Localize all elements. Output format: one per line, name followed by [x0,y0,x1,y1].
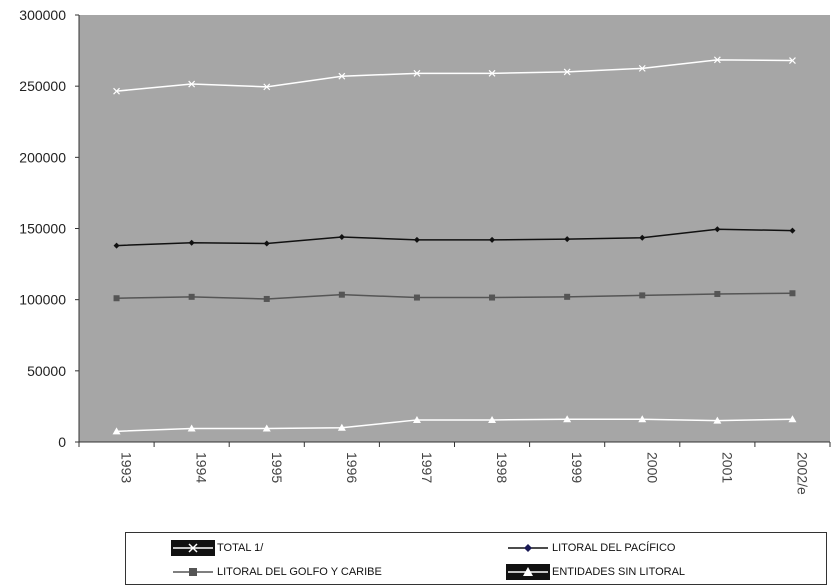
data-point [413,69,421,77]
series-3 [112,415,797,435]
data-point [263,83,271,91]
legend: TOTAL 1/ LITORAL DEL PACÍFICO LITORAL DE… [125,532,827,585]
series-0 [113,56,796,95]
square-marker-icon [173,568,213,576]
data-point [413,236,420,243]
data-point [488,415,497,423]
series-line [116,59,793,92]
legend-label-golfo: LITORAL DEL GOLFO Y CARIBE [217,566,382,578]
data-point [639,292,646,299]
plot-area [79,15,830,442]
data-point [789,57,796,64]
y-tick-label: 150000 [19,221,66,237]
data-point [263,295,270,302]
data-point [337,423,346,431]
x-tick-label: 1993 [119,452,135,483]
data-point [113,242,120,249]
series-1 [113,226,796,249]
legend-label-total: TOTAL 1/ [217,542,264,554]
data-point [789,227,796,234]
series-line [116,228,793,247]
data-point [564,236,571,243]
data-point [412,415,421,423]
data-point [113,87,120,95]
data-point [489,236,496,243]
y-axis: 0 50000 100000 150000 200000 250000 300000 [19,7,80,450]
data-point [187,424,196,432]
data-point [338,234,345,241]
data-point [789,290,796,297]
data-point [563,415,572,423]
y-tick-label: 300000 [19,7,66,23]
data-point [788,415,797,423]
data-point [639,234,646,241]
series-layer [112,56,797,435]
data-point [263,240,270,247]
x-tick-label: 1997 [419,452,435,483]
data-point [638,415,647,423]
x-tick-label: 1999 [569,452,585,483]
x-tick-label: 2000 [644,452,660,483]
series-line [116,292,793,300]
x-tick-label: 1995 [269,452,285,483]
x-tick-label: 1998 [494,452,510,483]
data-point [188,80,196,88]
data-point [564,293,571,300]
x-tick-label: 2002/e [794,452,810,495]
data-point [188,293,195,300]
y-tick-label: 250000 [19,78,66,94]
legend-item-pacifico: LITORAL DEL PACÍFICO [506,538,675,558]
triangle-marker-icon [506,564,550,580]
data-point [563,68,571,76]
x-tick-label: 2001 [719,452,735,483]
series-2 [113,290,796,302]
x-tick-label: 1994 [194,452,210,483]
x-tick-label: 1996 [344,452,360,483]
legend-label-sin-litoral: ENTIDADES SIN LITORAL [552,566,686,578]
data-point [112,427,121,435]
y-tick-label: 100000 [19,292,66,308]
data-point [113,295,120,302]
data-point [713,416,722,424]
x-axis: 1993 1994 1995 1996 1997 1998 1999 2000 2001 2002… [78,441,831,495]
x-marker-icon [171,540,215,556]
data-point [713,56,721,64]
data-point [714,226,721,233]
legend-item-total: TOTAL 1/ [171,538,263,558]
legend-item-sin-litoral: ENTIDADES SIN LITORAL [506,562,685,582]
data-point [488,69,496,77]
legend-label-pacifico: LITORAL DEL PACÍFICO [552,542,676,554]
data-point [338,291,345,298]
diamond-marker-icon [508,544,548,552]
line-chart: 0 50000 100000 150000 200000 250000 300000 199… [19,7,831,495]
data-point [714,290,721,297]
legend-item-golfo: LITORAL DEL GOLFO Y CARIBE [171,562,382,582]
data-point [338,72,346,80]
y-tick-label: 200000 [19,149,66,165]
data-point [188,239,195,246]
data-point [638,64,646,72]
data-point [489,294,496,301]
data-point [262,424,271,432]
y-tick-label: 50000 [27,363,66,379]
series-line [116,418,793,433]
y-tick-label: 0 [58,434,66,450]
data-point [413,294,420,301]
